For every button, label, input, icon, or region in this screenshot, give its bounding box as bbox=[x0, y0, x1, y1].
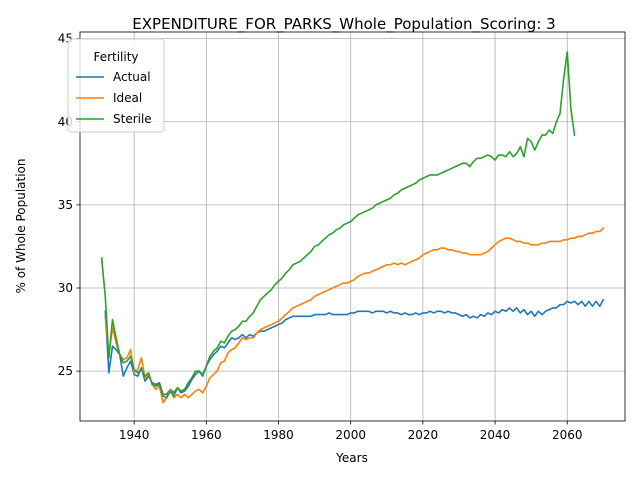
legend-label-actual: Actual bbox=[113, 70, 151, 84]
series-line-ideal bbox=[104, 227, 605, 404]
y-axis-label: % of Whole Population bbox=[14, 159, 28, 294]
x-tick-label: 2020 bbox=[408, 428, 439, 442]
series-lines bbox=[100, 51, 605, 404]
x-tick-label: 1940 bbox=[119, 428, 150, 442]
y-tick-label: 25 bbox=[58, 364, 73, 378]
legend-label-ideal: Ideal bbox=[113, 91, 142, 105]
chart-title: EXPENDITURE_FOR_PARKS_Whole_Population_S… bbox=[132, 15, 555, 34]
x-tick-label: 2000 bbox=[335, 428, 366, 442]
y-tick-label: 30 bbox=[58, 281, 73, 295]
x-tick-label: 1980 bbox=[263, 428, 294, 442]
legend: Fertility Actual Ideal Sterile bbox=[67, 38, 165, 133]
y-tick-label: 35 bbox=[58, 198, 73, 212]
legend-box bbox=[67, 38, 165, 133]
grid bbox=[80, 32, 625, 421]
series-line-sterile bbox=[100, 51, 576, 399]
x-axis-ticks: 1940 1960 1980 2000 2020 2040 2060 bbox=[119, 421, 583, 442]
series-line-actual bbox=[104, 298, 605, 396]
x-tick-label: 2060 bbox=[552, 428, 583, 442]
x-tick-label: 2040 bbox=[480, 428, 511, 442]
x-tick-label: 1960 bbox=[191, 428, 222, 442]
legend-label-sterile: Sterile bbox=[113, 112, 152, 126]
x-axis-label: Years bbox=[335, 451, 368, 465]
plot-frame bbox=[79, 31, 626, 422]
legend-title: Fertility bbox=[93, 50, 138, 64]
